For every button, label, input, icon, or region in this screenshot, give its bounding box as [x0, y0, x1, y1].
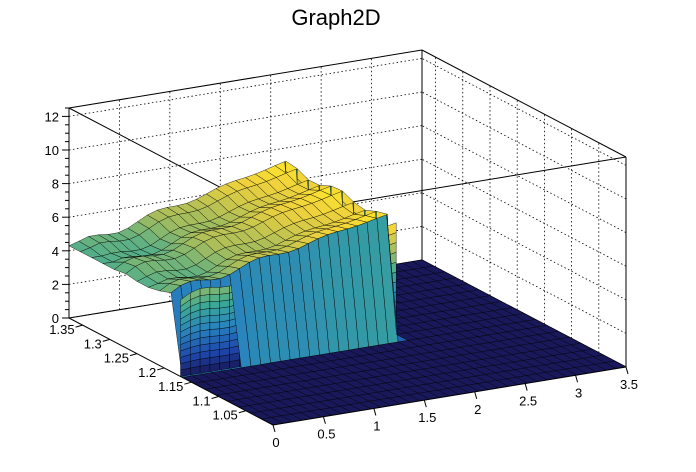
grid-line-z-back	[68, 58, 423, 117]
grid-line-z-right	[421, 58, 627, 166]
y-axis-tick	[102, 338, 110, 342]
x-axis-tick	[322, 416, 326, 424]
y-tick-label: 1.05	[212, 408, 237, 423]
surface-cell	[199, 301, 211, 310]
z-tick-label: 4	[52, 244, 59, 259]
z-tick-label: 0	[52, 311, 59, 326]
x-tick-label: 1	[373, 418, 380, 433]
z-tick-label: 2	[52, 277, 59, 292]
y-axis-tick	[129, 353, 138, 357]
y-tick-label: 1.15	[158, 379, 183, 394]
surface-cell	[209, 300, 220, 309]
y-axis-tick	[75, 324, 83, 328]
chart-title: Graph2D	[291, 5, 380, 30]
x-tick-label: 2.5	[519, 394, 537, 409]
y-tick-label: 1.1	[193, 393, 211, 408]
y-tick-label: 1.3	[84, 336, 102, 351]
x-tick-label: 0	[272, 435, 279, 450]
x-tick-label: 2	[474, 402, 481, 417]
surface-cell	[209, 321, 220, 330]
surface-cell	[199, 294, 211, 303]
y-tick-label: 1.2	[138, 365, 156, 380]
y-tick-label: 1.35	[49, 322, 74, 337]
x-axis-tick	[524, 383, 528, 391]
x-tick-label: 3	[575, 385, 582, 400]
z-tick-label: 6	[52, 210, 59, 225]
surface-cell	[209, 307, 220, 316]
surface-cell	[199, 287, 211, 296]
axes: 0246810121.051.11.151.21.251.31.3500.511…	[45, 107, 638, 450]
x-axis-tick	[625, 366, 629, 375]
x-axis-tick	[272, 424, 276, 433]
x-tick-label: 0.5	[317, 427, 335, 442]
x-axis-tick	[423, 400, 427, 408]
surface-cell	[209, 342, 220, 351]
grid-line-z-right	[421, 91, 627, 200]
grid-line-z-back	[68, 91, 423, 151]
surface-cell	[209, 328, 220, 337]
y-tick-label: 1.25	[104, 351, 129, 366]
y-axis-line	[68, 317, 274, 426]
x-tick-label: 3.5	[620, 377, 638, 392]
x-axis-tick	[373, 408, 377, 416]
grid-line-z-back	[68, 125, 423, 184]
y-axis-tick	[211, 395, 219, 399]
z-tick-label: 12	[45, 109, 59, 124]
z-tick-label: 10	[45, 143, 59, 158]
box-edge	[68, 49, 423, 109]
surface-cell	[209, 335, 220, 344]
x-tick-label: 1.5	[418, 410, 436, 425]
grid-line-z-right	[421, 125, 627, 233]
surface-cell	[219, 285, 230, 295]
y-axis-tick	[157, 367, 165, 371]
surface-mesh	[68, 160, 627, 426]
surface-cell	[209, 294, 220, 302]
y-axis-tick	[238, 410, 246, 414]
x-axis-line	[272, 366, 627, 426]
x-axis-tick	[474, 391, 478, 399]
surface-cell	[209, 287, 220, 295]
surface-cell	[209, 349, 220, 358]
grid-line-z-right	[421, 158, 627, 267]
y-axis-tick	[184, 381, 192, 385]
z-tick-label: 8	[52, 177, 59, 192]
x-axis-tick	[575, 375, 579, 383]
box-edge	[421, 49, 627, 158]
surface-cell	[209, 314, 220, 323]
